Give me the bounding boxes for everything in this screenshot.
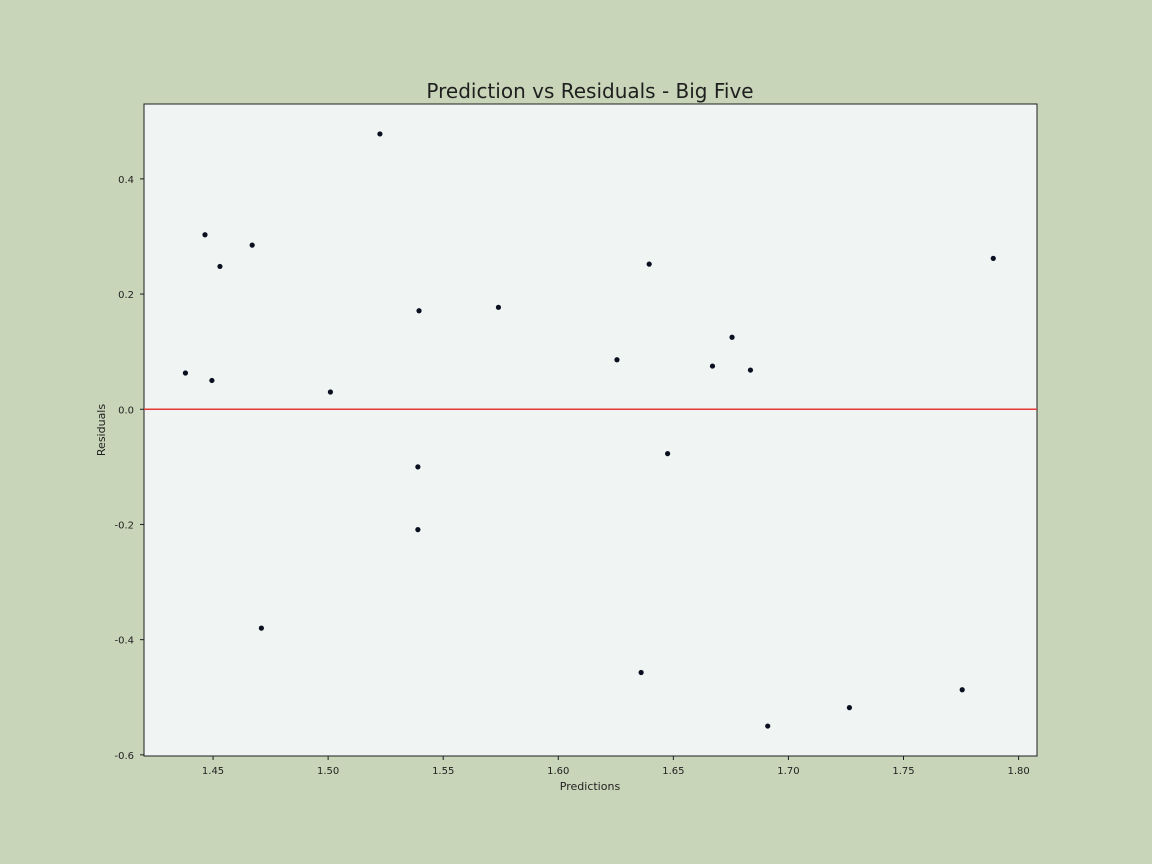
data-point: [327, 389, 334, 395]
data-point: [729, 334, 735, 340]
y-tick-label: -0.6: [114, 751, 134, 762]
data-point: [747, 367, 754, 373]
x-tick-label: 1.65: [662, 766, 684, 777]
data-point: [377, 131, 383, 137]
data-point: [415, 527, 421, 533]
plot-area: [143, 103, 1038, 757]
data-point: [416, 308, 422, 314]
data-point: [614, 357, 620, 363]
y-tick-label: -0.4: [114, 636, 134, 647]
data-point: [182, 370, 189, 376]
data-point: [709, 363, 716, 369]
y-tick-label: 0.2: [118, 290, 134, 301]
chart-title: Prediction vs Residuals - Big Five: [426, 79, 753, 103]
data-point: [249, 242, 255, 248]
data-point: [217, 263, 223, 270]
x-tick-label: 1.60: [547, 766, 569, 777]
x-tick-label: 1.70: [777, 766, 799, 777]
data-point: [959, 687, 965, 693]
data-point: [202, 232, 208, 238]
y-tick-label: -0.2: [114, 520, 134, 531]
y-tick-label: 0.0: [118, 405, 134, 416]
data-point: [990, 255, 996, 261]
data-point: [495, 304, 502, 310]
x-tick-label: 1.80: [1007, 766, 1029, 777]
data-point: [765, 723, 771, 729]
data-point: [209, 377, 215, 384]
data-point: [665, 451, 671, 457]
x-tick-label: 1.50: [317, 766, 339, 777]
y-axis-ticks: -0.6 -0.4 -0.2 0.0 0.2 0.4: [114, 175, 144, 762]
data-points: [182, 131, 996, 729]
data-point: [646, 261, 652, 267]
y-axis-label: Residuals: [95, 404, 108, 456]
data-point: [846, 705, 853, 711]
data-point: [415, 464, 421, 470]
y-tick-label: 0.4: [118, 175, 134, 186]
data-point: [258, 625, 264, 631]
x-axis-ticks: 1.45 1.50 1.55 1.60 1.65 1.70 1.75 1.80: [202, 756, 1030, 777]
x-tick-label: 1.45: [202, 766, 224, 777]
x-axis-label: Predictions: [560, 780, 621, 793]
x-tick-label: 1.55: [432, 766, 454, 777]
data-point: [638, 669, 644, 676]
x-tick-label: 1.75: [892, 766, 914, 777]
